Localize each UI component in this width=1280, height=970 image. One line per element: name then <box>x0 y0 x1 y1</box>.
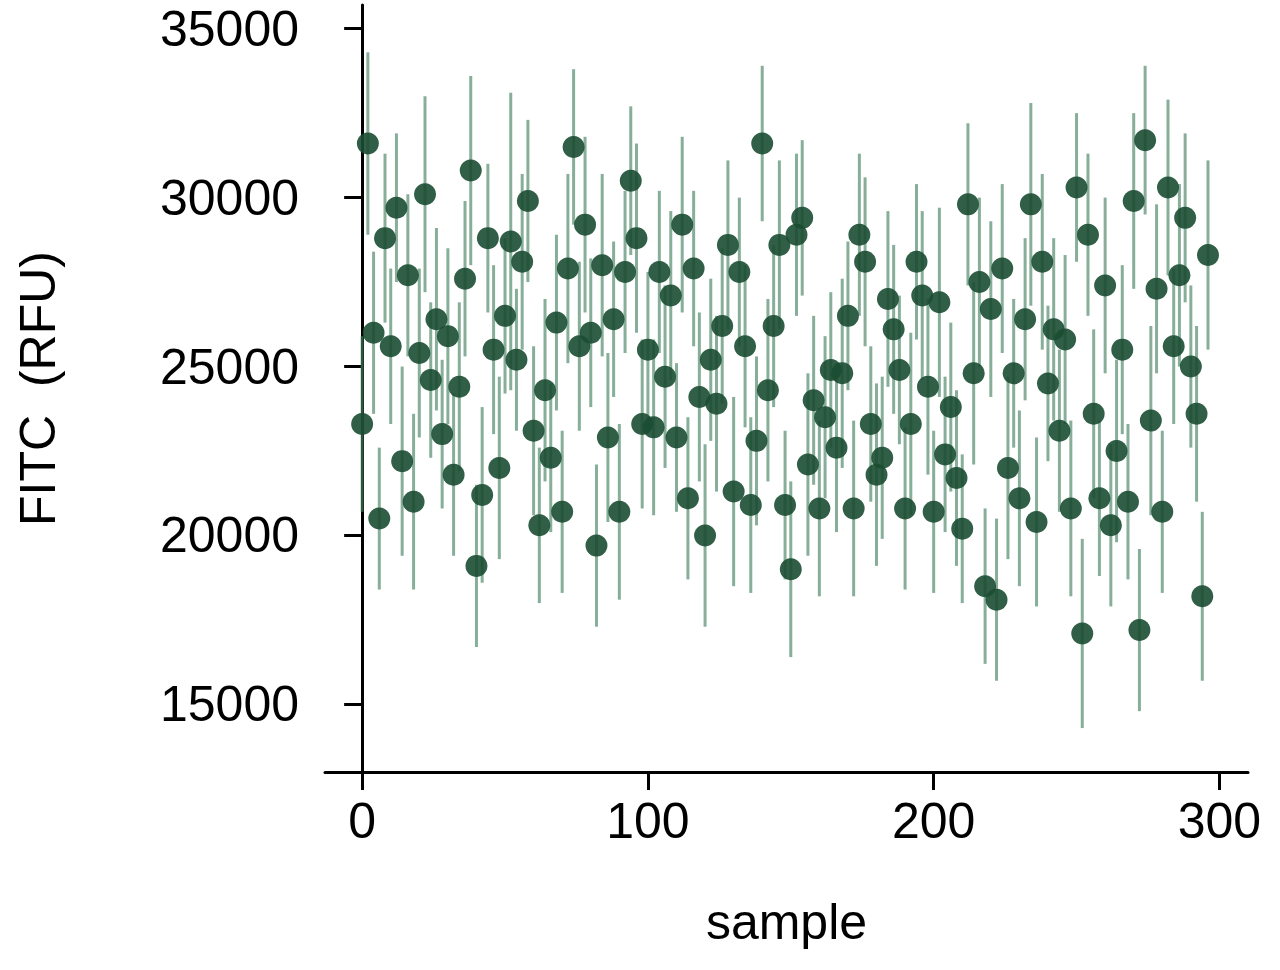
svg-text:300: 300 <box>1178 793 1261 849</box>
svg-text:0: 0 <box>348 793 376 849</box>
svg-text:sample: sample <box>706 894 867 950</box>
svg-text:200: 200 <box>892 793 975 849</box>
svg-text:25000: 25000 <box>160 339 299 395</box>
svg-text:35000: 35000 <box>160 1 299 57</box>
svg-text:FITC (RFU): FITC (RFU) <box>10 251 66 526</box>
svg-text:100: 100 <box>606 793 689 849</box>
svg-text:30000: 30000 <box>160 170 299 226</box>
svg-text:20000: 20000 <box>160 507 299 563</box>
svg-text:15000: 15000 <box>160 676 299 732</box>
